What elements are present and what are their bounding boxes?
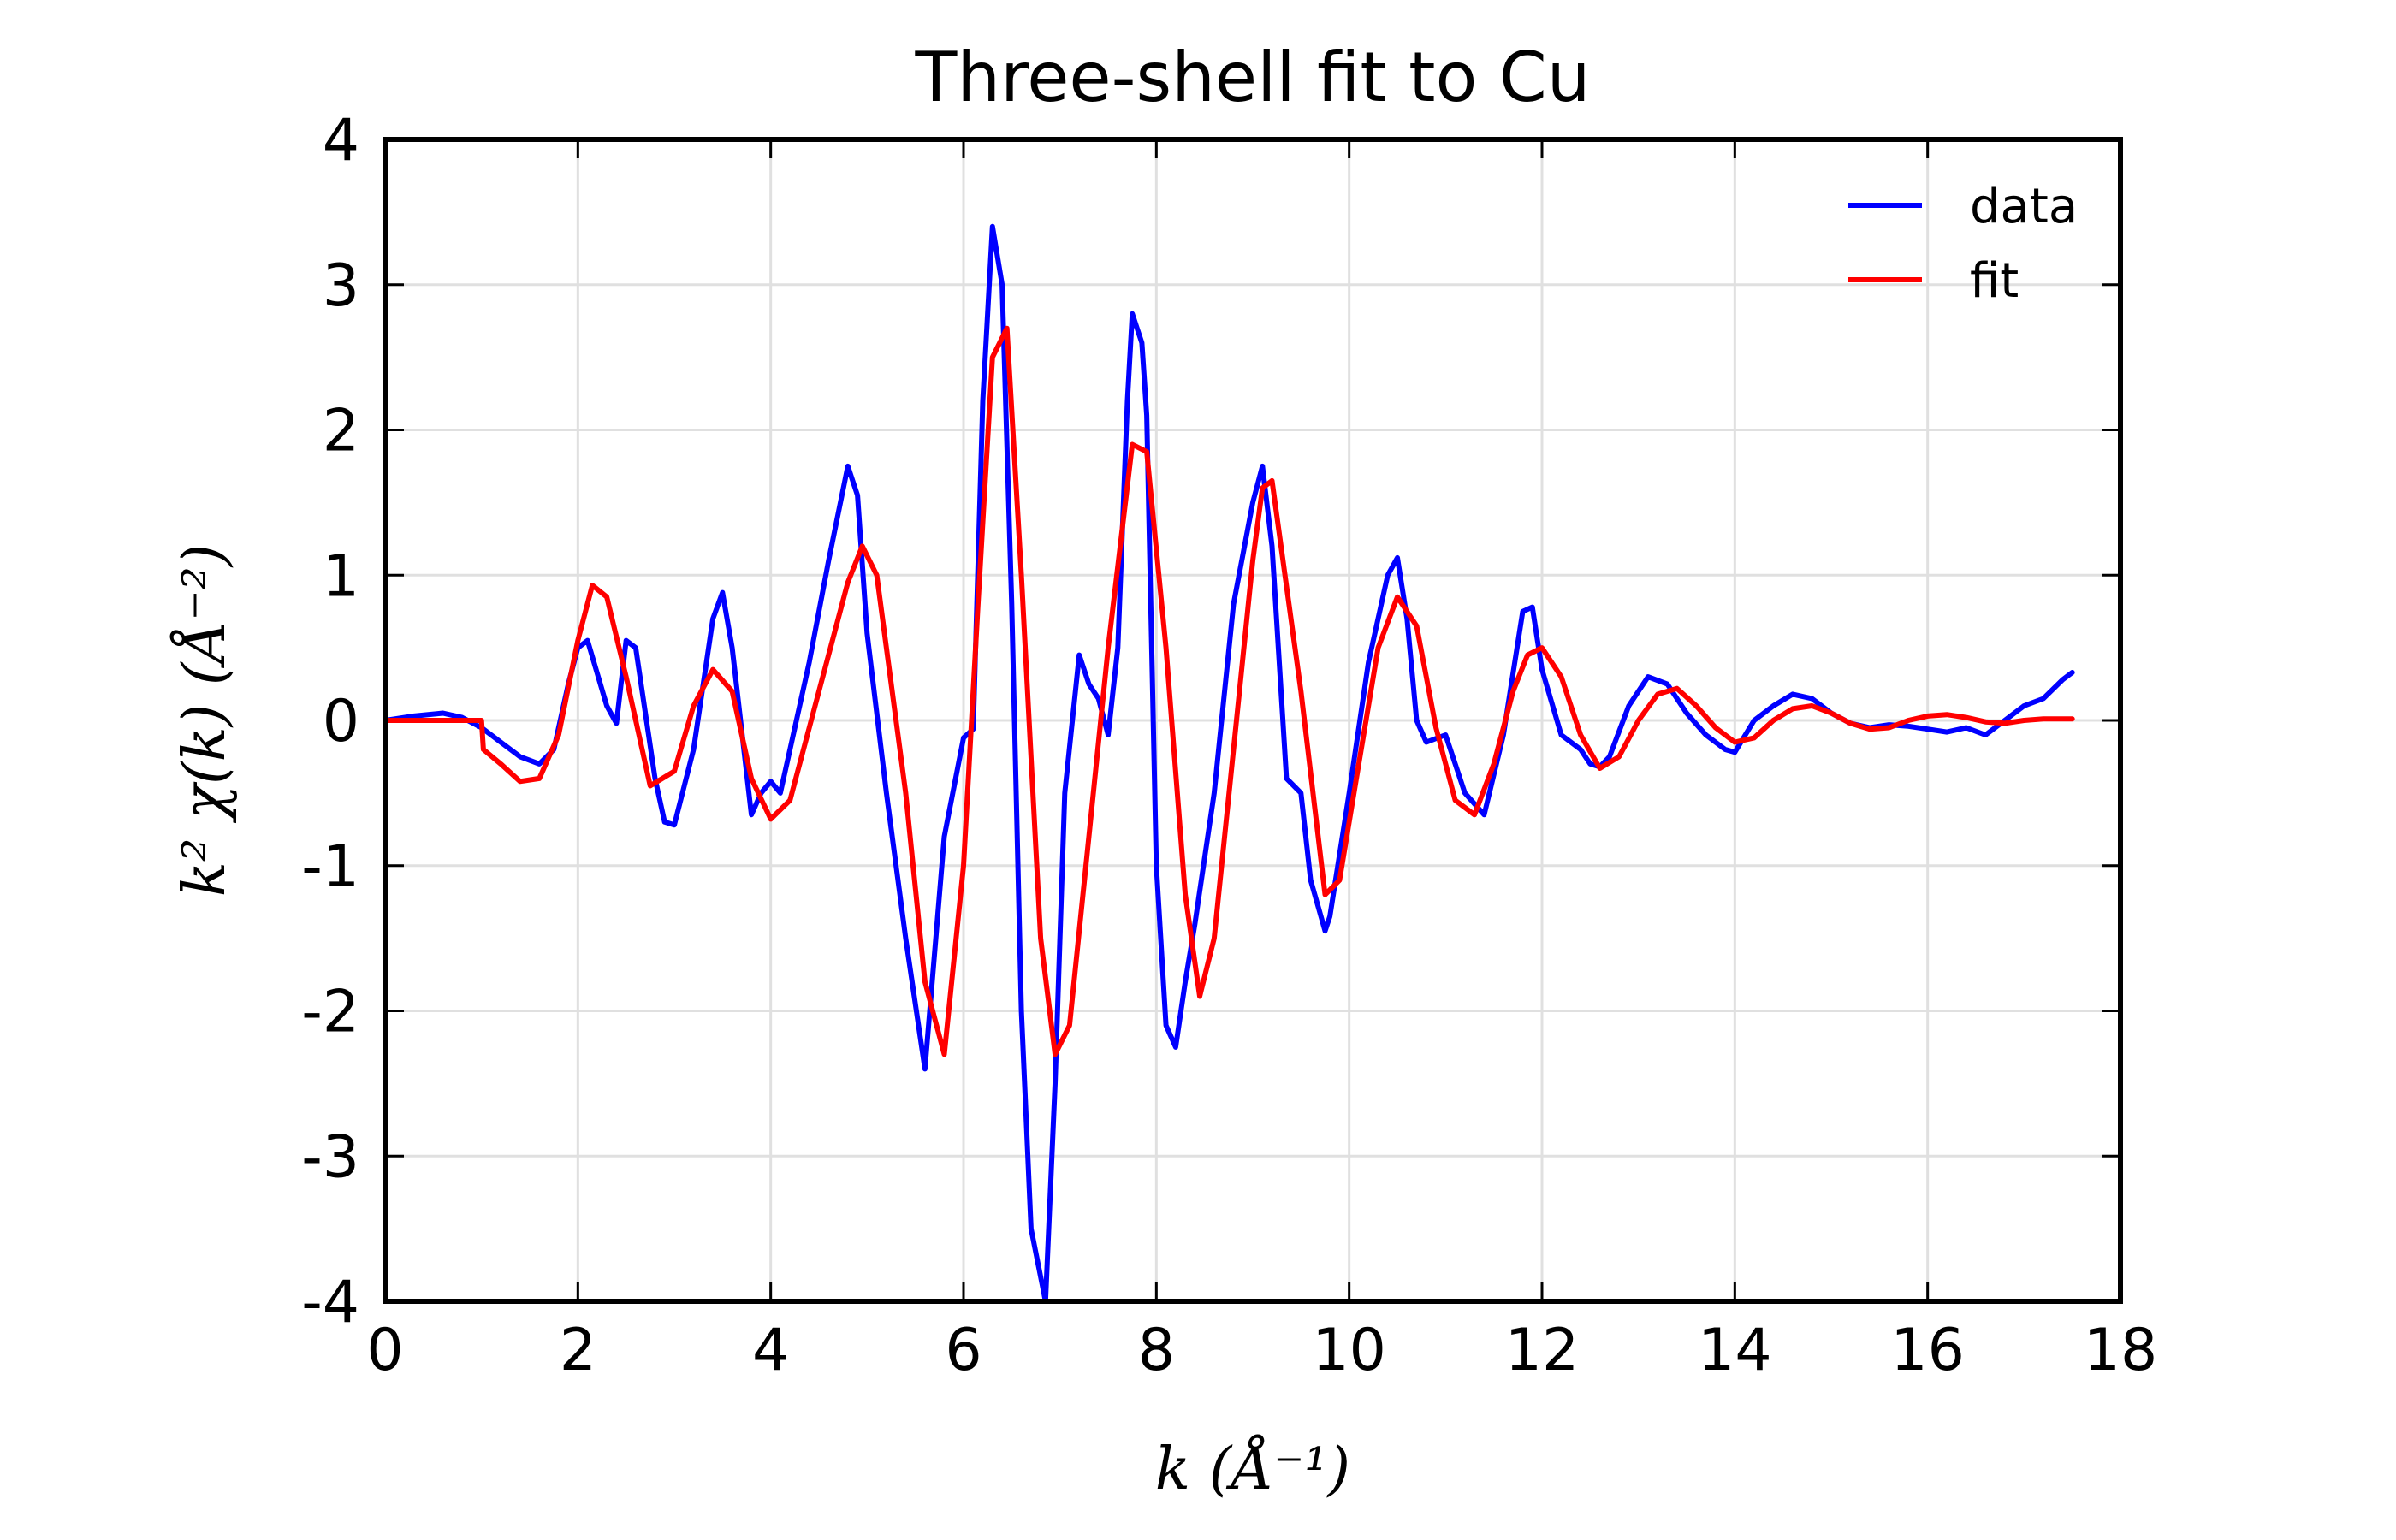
y-tick-label: -4 xyxy=(301,1269,359,1336)
y-tick-label: -2 xyxy=(301,979,359,1046)
series-line-fit xyxy=(385,325,2075,1057)
series-layer xyxy=(385,223,2075,1301)
x-tick-labels: 0 2 4 6 8 10 12 14 16 18 xyxy=(366,1317,2157,1384)
chart-title: Three-shell fit to Cu xyxy=(915,38,1591,117)
x-axis-label: k (Å⁻¹) xyxy=(1155,1435,1350,1503)
x-tick-label: 4 xyxy=(752,1317,789,1384)
legend: data fit xyxy=(1848,179,2078,309)
legend-label-fit: fit xyxy=(1970,253,2019,309)
x-tick-label: 2 xyxy=(560,1317,596,1384)
x-tick-label: 6 xyxy=(945,1317,982,1384)
y-tick-label: 0 xyxy=(323,688,359,755)
y-tick-label: 2 xyxy=(323,398,359,465)
y-tick-label: -3 xyxy=(301,1123,359,1191)
x-tick-label: 8 xyxy=(1138,1317,1175,1384)
y-tick-label: 1 xyxy=(323,542,359,610)
x-tick-label: 10 xyxy=(1312,1317,1386,1384)
x-tick-label: 16 xyxy=(1890,1317,1965,1384)
x-tick-label: 0 xyxy=(366,1317,403,1384)
legend-label-data: data xyxy=(1970,179,2078,234)
y-tick-label: 3 xyxy=(323,252,359,320)
series-line-data xyxy=(385,223,2075,1301)
x-tick-label: 18 xyxy=(2084,1317,2158,1384)
y-axis-label: k² χ(k) (Å⁻²) xyxy=(170,544,239,897)
x-tick-label: 14 xyxy=(1698,1317,1772,1384)
x-tick-label: 12 xyxy=(1505,1317,1580,1384)
y-tick-labels: 4 3 2 1 0 -1 -2 -3 -4 xyxy=(301,107,359,1336)
plot-frame xyxy=(383,137,2123,1304)
y-tick-label: -1 xyxy=(301,833,359,901)
y-tick-label: 4 xyxy=(323,107,359,175)
